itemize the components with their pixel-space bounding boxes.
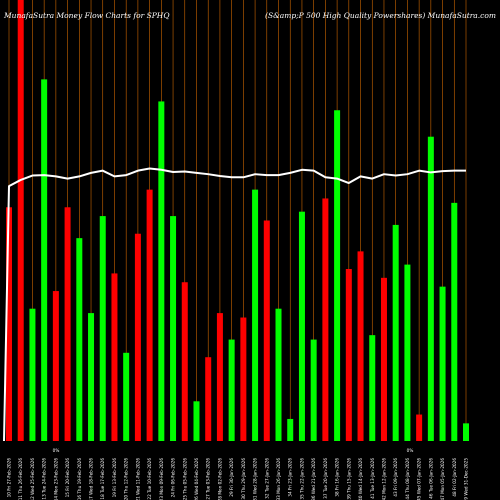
- bar: [64, 207, 71, 441]
- x-tick-label: 24 Fri 06-Feb-2026: [171, 458, 176, 498]
- bar: [322, 198, 329, 441]
- bar: [76, 238, 83, 441]
- money-flow-line: [3, 167, 466, 442]
- x-tick-label: 23 Mon 09-Feb-2026: [159, 458, 164, 500]
- chart-title-left: MunafaSutra Money Flow Charts for SPHQ: [3, 11, 170, 20]
- x-tick-label: 36 Wed 21-Jan-2026: [311, 458, 316, 500]
- bar: [380, 277, 387, 441]
- bar: [263, 220, 270, 441]
- bar: [287, 418, 294, 441]
- bar: [181, 282, 188, 441]
- x-tick-label: 47 Mon 05-Jan-2026: [440, 458, 445, 500]
- bar: [463, 423, 469, 441]
- x-tick-label: 11 Thu 26-Feb-2026: [18, 458, 23, 500]
- bar: [17, 0, 24, 441]
- x-tick-label: 20 Thu 12-Feb-2026: [124, 458, 129, 500]
- bar: [228, 339, 235, 441]
- bar: [170, 216, 177, 441]
- x-tick-label: 10 Fri 27-Feb-2026: [7, 458, 12, 498]
- bar: [205, 357, 212, 441]
- x-tick-label: 48 Fri 02-Jan-2026: [452, 458, 457, 497]
- x-tick-label: 28 Mon 02-Feb-2026: [217, 458, 222, 500]
- x-tick-label: 26 Wed 04-Feb-2026: [194, 458, 199, 500]
- x-tick-labels: 10 Fri 27-Feb-2026 11 Thu 26-Feb-2026 12 W…: [7, 458, 469, 500]
- bar: [392, 224, 399, 441]
- x-tick-label: 14 Mon 23-Feb-2026: [53, 458, 58, 500]
- x-tick-label: 25 Thu 05-Feb-2026: [182, 458, 187, 500]
- x-tick-label: 46 Tue 06-Jan-2026: [428, 458, 433, 499]
- x-tick-label: 27 Tue 03-Feb-2026: [206, 458, 211, 500]
- x-tick-label: 22 Tue 10-Feb-2026: [147, 458, 152, 500]
- chart-title-right: (S&amp;P 500 High Quality Powershares) M…: [265, 11, 496, 20]
- x-tick-label: 40 Wed 14-Jan-2026: [358, 458, 363, 500]
- bar: [416, 414, 423, 441]
- bar: [404, 264, 411, 441]
- x-tick-label: 15 Fri 20-Feb-2026: [65, 458, 70, 498]
- x-tick-label: 44 Thu 08-Jan-2026: [405, 458, 410, 500]
- x-tick-label: 19 Fri 13-Feb-2026: [112, 458, 117, 498]
- bar: [451, 202, 458, 441]
- x-tick-label: 38 Fri 16-Jan-2026: [335, 458, 340, 497]
- bar: [310, 339, 317, 441]
- x-tick-label: 35 Thu 22-Jan-2026: [299, 458, 304, 500]
- bar: [41, 79, 48, 441]
- bar: [240, 317, 247, 441]
- x-tick-label: 17 Wed 18-Feb-2026: [89, 458, 94, 500]
- x-tick-label: 31 Wed 28-Jan-2026: [253, 458, 258, 500]
- separator-label-right: 0%: [407, 448, 414, 453]
- bar: [134, 233, 141, 441]
- x-tick-label: 37 Tue 20-Jan-2026: [323, 458, 328, 499]
- x-tick-label: 41 Tue 13-Jan-2026: [370, 458, 375, 499]
- bar: [193, 401, 200, 441]
- x-tick-label: 39 Thu 15-Jan-2026: [346, 458, 351, 500]
- bar: [29, 308, 36, 441]
- x-tick-label: 29 Fri 30-Jan-2026: [229, 458, 234, 497]
- bar: [52, 291, 59, 441]
- bar: [88, 313, 95, 441]
- x-tick-label: 49 Wed 31-Dec-2025: [464, 458, 469, 500]
- x-tick-label: 33 Mon 26-Jan-2026: [276, 458, 281, 500]
- bar: [427, 136, 434, 441]
- bar: [275, 308, 282, 441]
- bars: [6, 0, 469, 442]
- x-tick-label: 18 Tue 17-Feb-2026: [100, 458, 105, 500]
- bar: [146, 189, 153, 441]
- bar: [439, 286, 446, 441]
- x-tick-label: 42 Mon 12-Jan-2026: [381, 458, 386, 500]
- bar: [345, 269, 352, 441]
- x-tick-label: 32 Tue 27-Jan-2026: [264, 458, 269, 499]
- x-tick-label: 12 Wed 25-Feb-2026: [30, 458, 35, 500]
- bar: [111, 273, 118, 441]
- bar: [369, 335, 376, 441]
- bar: [6, 207, 12, 441]
- bar: [334, 110, 341, 441]
- bar: [99, 216, 106, 441]
- bar: [252, 189, 259, 441]
- x-tick-label: 13 Tue 24-Feb-2026: [42, 458, 47, 500]
- bar: [216, 313, 223, 441]
- bar: [298, 211, 305, 441]
- x-tick-label: 43 Fri 09-Jan-2026: [393, 458, 398, 497]
- x-tick-label: 16 Thu 19-Feb-2026: [77, 458, 82, 500]
- bar: [158, 101, 165, 442]
- bar: [123, 352, 130, 441]
- bar: [357, 251, 364, 441]
- separator-label-left: 0%: [53, 448, 60, 453]
- x-tick-label: 45 Wed 07-Jan-2026: [417, 458, 422, 500]
- x-tick-label: 21 Wed 11-Feb-2026: [135, 458, 140, 500]
- money-flow-line-group: [3, 167, 466, 442]
- x-tick-label: 34 Fri 23-Jan-2026: [288, 458, 293, 497]
- x-tick-label: 30 Thu 29-Jan-2026: [241, 458, 246, 500]
